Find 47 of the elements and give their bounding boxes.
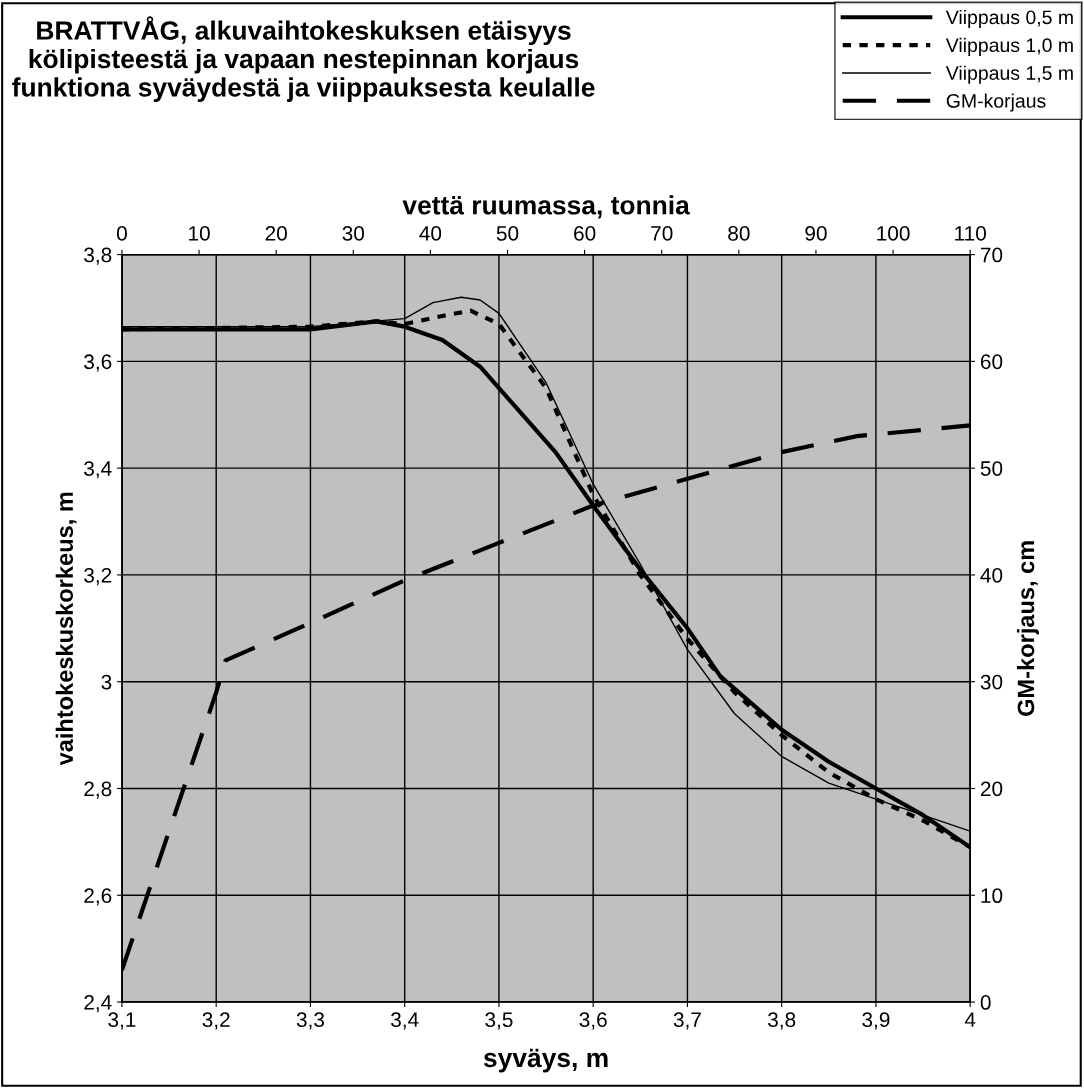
x-tick-label: 3,5 bbox=[485, 1012, 513, 1030]
y-tick-label: 3,6 bbox=[84, 354, 112, 372]
x2-tick-label: 80 bbox=[728, 226, 750, 241]
x2-tick-label: 60 bbox=[574, 226, 596, 241]
y2-tick-label: 60 bbox=[980, 354, 1003, 370]
y-tick-label: 3 bbox=[101, 674, 112, 690]
x-tick-label: 3,1 bbox=[108, 1012, 136, 1030]
legend-label: Viippaus 0,5 m bbox=[945, 9, 1073, 29]
chart-title: BRATTVÅG, alkuvaihtokeskuksen etäisyys kölipisteestä ja vapaan nestepinnan korjaus funktiona syväydestä ja viippauksesta keulalle bbox=[12, 16, 595, 102]
y-tick-label: 2,8 bbox=[84, 781, 112, 799]
legend-label: Viippaus 1,0 m bbox=[945, 37, 1073, 56]
x2-tick-label: 30 bbox=[342, 226, 365, 241]
x-tick-label: 3,2 bbox=[202, 1012, 230, 1030]
x2-tick-label: 110 bbox=[955, 226, 986, 241]
x-tick-label: 4 bbox=[964, 1012, 976, 1027]
x2-tick-label: 10 bbox=[189, 226, 210, 241]
x-tick-label: 3,9 bbox=[862, 1012, 890, 1030]
x-tick-label: 3,4 bbox=[391, 1012, 419, 1030]
y2-tick-label: 10 bbox=[981, 888, 1003, 904]
y-tick-label: 3,2 bbox=[84, 567, 112, 586]
x2-tick-label: 20 bbox=[265, 226, 287, 241]
y2-tick-label: 20 bbox=[980, 781, 1003, 797]
x-tick-label: 3,3 bbox=[296, 1012, 325, 1030]
y2-tick-label: 70 bbox=[980, 247, 1003, 263]
x2-tick-label: 100 bbox=[877, 226, 910, 241]
x2-tick-label: 50 bbox=[496, 226, 519, 241]
x2-axis-title: vettä ruumassa, tonnia bbox=[402, 195, 690, 219]
x-tick-label: 3,7 bbox=[673, 1012, 701, 1030]
legend-label: Viippaus 1,5 m bbox=[945, 65, 1073, 84]
y2-tick-label: 0 bbox=[980, 995, 991, 1010]
y-tick-label: 2,4 bbox=[84, 995, 112, 1013]
y-tick-label: 3,4 bbox=[84, 461, 112, 479]
legend-label: GM-korjaus bbox=[946, 93, 1046, 112]
x2-tick-label: 70 bbox=[651, 226, 673, 241]
y2-tick-label: 40 bbox=[980, 567, 1003, 583]
x-axis-title: syväys, m bbox=[483, 1048, 608, 1073]
x-tick-label: 3,6 bbox=[579, 1012, 607, 1030]
x2-tick-label: 40 bbox=[419, 226, 442, 241]
y-tick-label: 3,8 bbox=[84, 247, 112, 265]
x2-tick-label: 0 bbox=[116, 226, 127, 241]
y2-axis-title: GM-korjaus, cm bbox=[1016, 541, 1039, 716]
x2-tick-label: 90 bbox=[805, 226, 827, 241]
y2-tick-label: 30 bbox=[980, 674, 1003, 690]
y-axis-title: vaihtokeskuskorkeus, m bbox=[55, 492, 77, 766]
x-tick-label: 3,8 bbox=[768, 1012, 796, 1030]
y2-tick-label: 50 bbox=[980, 461, 1003, 476]
y-tick-label: 2,6 bbox=[84, 888, 112, 906]
